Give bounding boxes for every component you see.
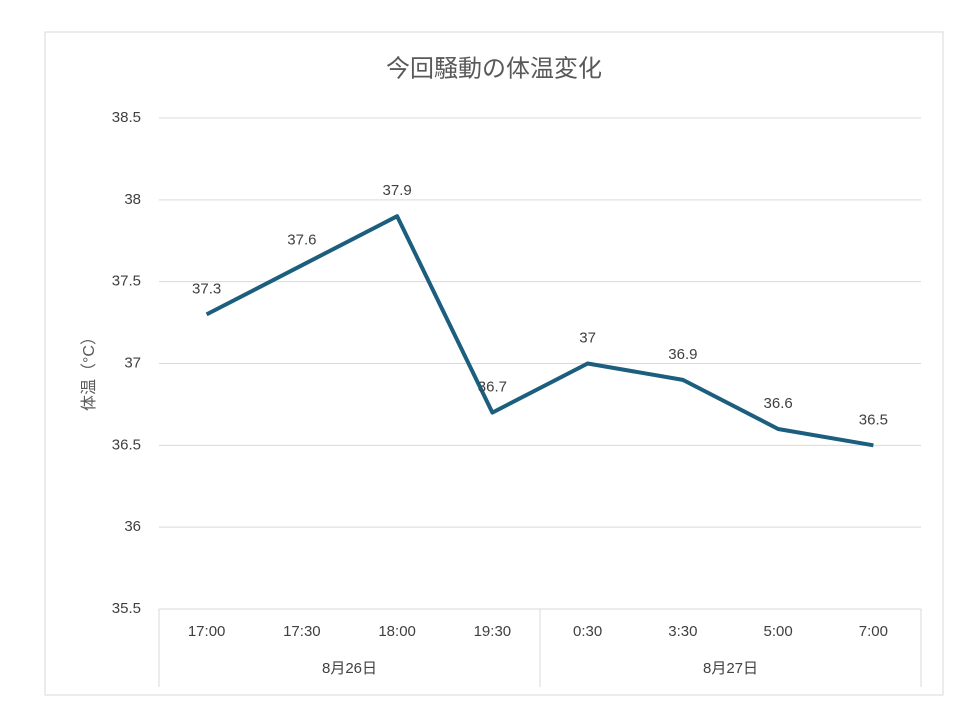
y-tick-label: 36 bbox=[124, 518, 141, 535]
x-tick-label: 17:00 bbox=[188, 623, 226, 640]
group-label: 8月27日 bbox=[703, 660, 758, 677]
x-tick-label: 7:00 bbox=[859, 623, 888, 640]
x-tick-label: 18:00 bbox=[378, 623, 416, 640]
data-label: 36.5 bbox=[859, 411, 888, 428]
group-label: 8月26日 bbox=[322, 660, 377, 677]
x-tick-label: 19:30 bbox=[474, 623, 512, 640]
data-label: 37.6 bbox=[287, 231, 316, 248]
data-label: 36.7 bbox=[478, 379, 507, 396]
x-tick-label: 17:30 bbox=[283, 623, 321, 640]
x-tick-label: 5:00 bbox=[764, 623, 793, 640]
data-label: 36.6 bbox=[764, 395, 793, 412]
y-tick-label: 36.5 bbox=[112, 436, 141, 453]
chart-title: 今回騒動の体温変化 bbox=[386, 55, 602, 82]
y-tick-label: 37 bbox=[124, 354, 141, 371]
data-label: 37.3 bbox=[192, 280, 221, 297]
data-label: 36.9 bbox=[668, 346, 697, 363]
y-tick-label: 35.5 bbox=[112, 600, 141, 617]
data-label: 37.9 bbox=[383, 182, 412, 199]
y-tick-label: 38 bbox=[124, 191, 141, 208]
y-tick-label: 38.5 bbox=[112, 109, 141, 126]
data-label: 37 bbox=[579, 329, 596, 346]
y-tick-label: 37.5 bbox=[112, 273, 141, 290]
x-tick-label: 3:30 bbox=[668, 623, 697, 640]
y-axis-title: 体温（°C） bbox=[80, 329, 98, 411]
data-line bbox=[205, 214, 874, 448]
x-tick-label: 0:30 bbox=[573, 623, 602, 640]
